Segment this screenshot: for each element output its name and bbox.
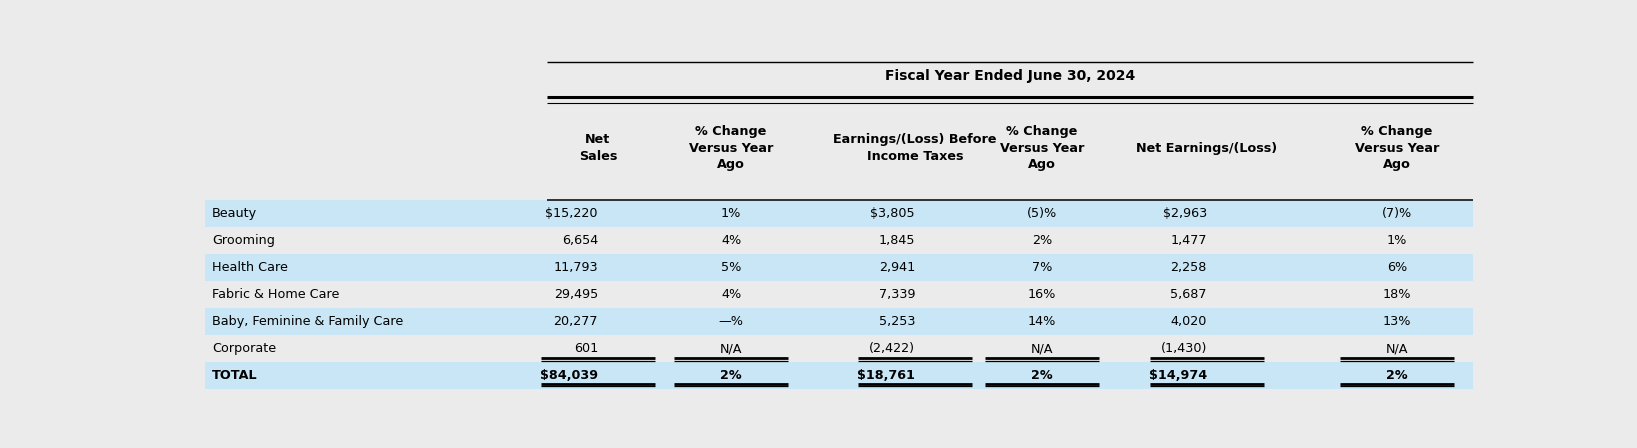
Text: $18,761: $18,761 xyxy=(858,369,915,382)
Text: $3,805: $3,805 xyxy=(871,207,915,220)
Text: 14%: 14% xyxy=(1028,315,1056,328)
Text: 1%: 1% xyxy=(720,207,742,220)
Bar xyxy=(205,200,1473,227)
Text: $84,039: $84,039 xyxy=(540,369,598,382)
Text: 18%: 18% xyxy=(1383,288,1411,301)
Text: 2%: 2% xyxy=(1031,234,1053,247)
Text: 5,253: 5,253 xyxy=(879,315,915,328)
Text: 2%: 2% xyxy=(720,369,742,382)
Text: 4,020: 4,020 xyxy=(1170,315,1206,328)
Text: Fabric & Home Care: Fabric & Home Care xyxy=(213,288,339,301)
Text: % Change
Versus Year
Ago: % Change Versus Year Ago xyxy=(689,125,773,171)
Text: 5,687: 5,687 xyxy=(1170,288,1206,301)
Text: Health Care: Health Care xyxy=(213,261,288,274)
Text: 29,495: 29,495 xyxy=(553,288,598,301)
Text: Earnings/(Loss) Before
Income Taxes: Earnings/(Loss) Before Income Taxes xyxy=(833,134,997,163)
Text: Fiscal Year Ended June 30, 2024: Fiscal Year Ended June 30, 2024 xyxy=(886,69,1136,83)
Text: 6%: 6% xyxy=(1387,261,1408,274)
Text: Grooming: Grooming xyxy=(213,234,275,247)
Text: N/A: N/A xyxy=(720,342,742,355)
Text: 2,941: 2,941 xyxy=(879,261,915,274)
Text: N/A: N/A xyxy=(1031,342,1053,355)
Text: 4%: 4% xyxy=(720,288,742,301)
Text: 13%: 13% xyxy=(1383,315,1411,328)
Text: 5%: 5% xyxy=(720,261,742,274)
Text: Net
Sales: Net Sales xyxy=(579,134,617,163)
Text: 2,258: 2,258 xyxy=(1170,261,1206,274)
Text: 11,793: 11,793 xyxy=(553,261,598,274)
Text: —%: —% xyxy=(719,315,743,328)
Text: 2%: 2% xyxy=(1387,369,1408,382)
Bar xyxy=(205,254,1473,281)
Text: 1%: 1% xyxy=(1387,234,1408,247)
Text: 601: 601 xyxy=(573,342,598,355)
Text: $14,974: $14,974 xyxy=(1149,369,1206,382)
Text: 2%: 2% xyxy=(1031,369,1053,382)
Text: $2,963: $2,963 xyxy=(1162,207,1206,220)
Bar xyxy=(205,308,1473,335)
Text: 1,845: 1,845 xyxy=(879,234,915,247)
Text: $15,220: $15,220 xyxy=(545,207,598,220)
Text: % Change
Versus Year
Ago: % Change Versus Year Ago xyxy=(1355,125,1439,171)
Text: (7)%: (7)% xyxy=(1382,207,1413,220)
Text: 1,477: 1,477 xyxy=(1170,234,1206,247)
Text: 16%: 16% xyxy=(1028,288,1056,301)
Text: Beauty: Beauty xyxy=(213,207,257,220)
Text: 7,339: 7,339 xyxy=(879,288,915,301)
Bar xyxy=(205,362,1473,389)
Text: (1,430): (1,430) xyxy=(1161,342,1206,355)
Text: (5)%: (5)% xyxy=(1026,207,1058,220)
Text: 20,277: 20,277 xyxy=(553,315,598,328)
Text: 4%: 4% xyxy=(720,234,742,247)
Text: 6,654: 6,654 xyxy=(561,234,598,247)
Text: Baby, Feminine & Family Care: Baby, Feminine & Family Care xyxy=(213,315,403,328)
Text: (2,422): (2,422) xyxy=(869,342,915,355)
Text: Corporate: Corporate xyxy=(213,342,277,355)
Text: Net Earnings/(Loss): Net Earnings/(Loss) xyxy=(1136,142,1277,155)
Text: 7%: 7% xyxy=(1031,261,1053,274)
Text: N/A: N/A xyxy=(1387,342,1408,355)
Text: % Change
Versus Year
Ago: % Change Versus Year Ago xyxy=(1000,125,1084,171)
Text: TOTAL: TOTAL xyxy=(213,369,259,382)
